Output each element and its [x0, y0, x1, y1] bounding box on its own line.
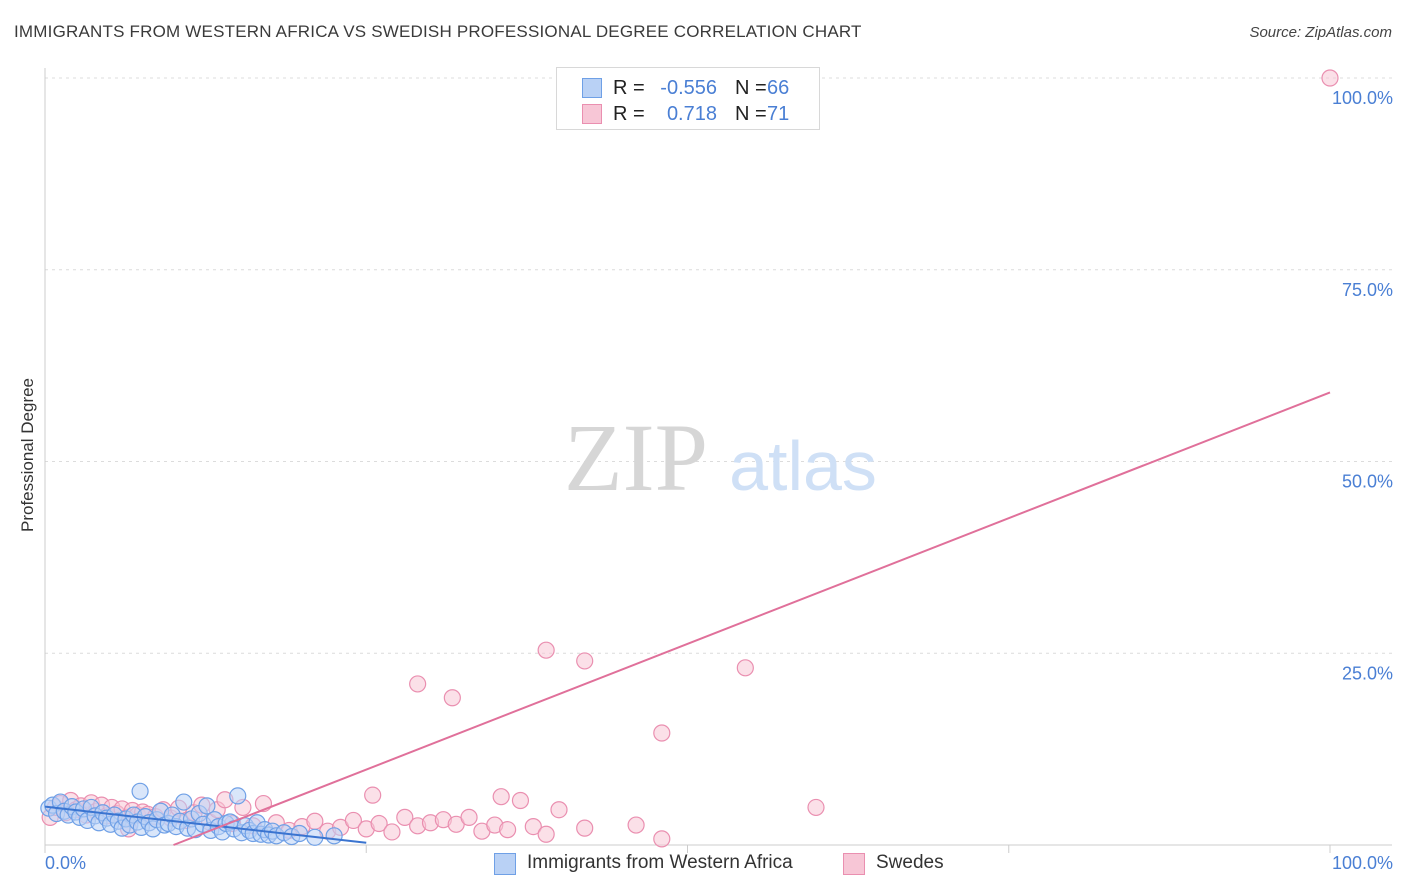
y-tick-label: 100.0% [1332, 88, 1393, 108]
data-point [344, 811, 362, 830]
data-point [175, 793, 193, 811]
n-value: 71 [767, 103, 790, 125]
data-point [537, 641, 555, 659]
data-point [198, 797, 216, 815]
y-tick-labels: 100.0% 75.0% 50.0% 25.0% [1332, 88, 1393, 683]
data-point [370, 814, 388, 833]
data-point [653, 724, 671, 742]
data-point [653, 830, 671, 848]
data-point [229, 787, 247, 805]
x-tick-labels: 0.0% 100.0% [45, 853, 1393, 873]
n-label: N = [735, 103, 767, 125]
x-tick-label: 100.0% [1332, 853, 1393, 873]
data-point [736, 659, 754, 677]
n-value: 66 [767, 77, 790, 99]
data-point [1321, 69, 1339, 87]
legend: Immigrants from Western Africa Swedes [0, 851, 1406, 879]
data-point [290, 824, 309, 843]
y-tick-label: 75.0% [1342, 280, 1393, 300]
data-point [383, 823, 401, 841]
n-label: N = [735, 77, 767, 99]
data-point [537, 825, 555, 843]
chart-title: IMMIGRANTS FROM WESTERN AFRICA VS SWEDIS… [14, 22, 862, 41]
legend-label: Swedes [876, 852, 944, 873]
data-point [807, 798, 825, 817]
correlation-stats-box: R = -0.556 N = 66 R = 0.718 N = 71 [556, 67, 820, 130]
data-point [524, 817, 542, 836]
watermark-atlas: atlas [729, 427, 877, 505]
trend-line-swedes [173, 391, 1331, 846]
western-africa-points [40, 782, 343, 846]
data-point [492, 788, 510, 806]
data-point [550, 801, 568, 819]
r-value: -0.556 [660, 77, 717, 99]
source-credit: Source: ZipAtlas.com [1249, 24, 1392, 41]
watermark: ZIP atlas [564, 404, 877, 511]
axes [44, 68, 1392, 853]
data-point [627, 816, 645, 834]
data-point [443, 689, 461, 707]
stats-row-western-africa: R = -0.556 N = 66 [557, 76, 819, 102]
data-point [460, 808, 478, 826]
trend-line-western-africa [44, 805, 367, 844]
data-point [409, 675, 427, 693]
legend-swatch-pink [843, 853, 865, 875]
gridlines [45, 77, 1392, 654]
data-point [396, 808, 414, 826]
watermark-zip: ZIP [564, 404, 708, 511]
data-point [364, 786, 382, 804]
data-point [131, 782, 149, 800]
data-point [576, 819, 594, 837]
r-label: R = [613, 103, 645, 125]
legend-swatch-blue [494, 853, 516, 875]
data-point [325, 827, 343, 845]
stats-row-swedes: R = 0.718 N = 71 [557, 102, 819, 128]
trend-lines [44, 391, 1331, 846]
y-tick-label: 25.0% [1342, 663, 1393, 683]
y-tick-label: 50.0% [1342, 472, 1393, 492]
r-label: R = [613, 77, 645, 99]
data-point [499, 821, 517, 839]
x-tick-label: 0.0% [45, 853, 86, 873]
legend-label: Immigrants from Western Africa [527, 852, 793, 873]
data-point [511, 791, 530, 810]
stats-swatch-blue [582, 78, 602, 98]
stats-swatch-pink [582, 104, 602, 124]
r-value: 0.718 [666, 103, 717, 125]
data-point [576, 652, 594, 670]
